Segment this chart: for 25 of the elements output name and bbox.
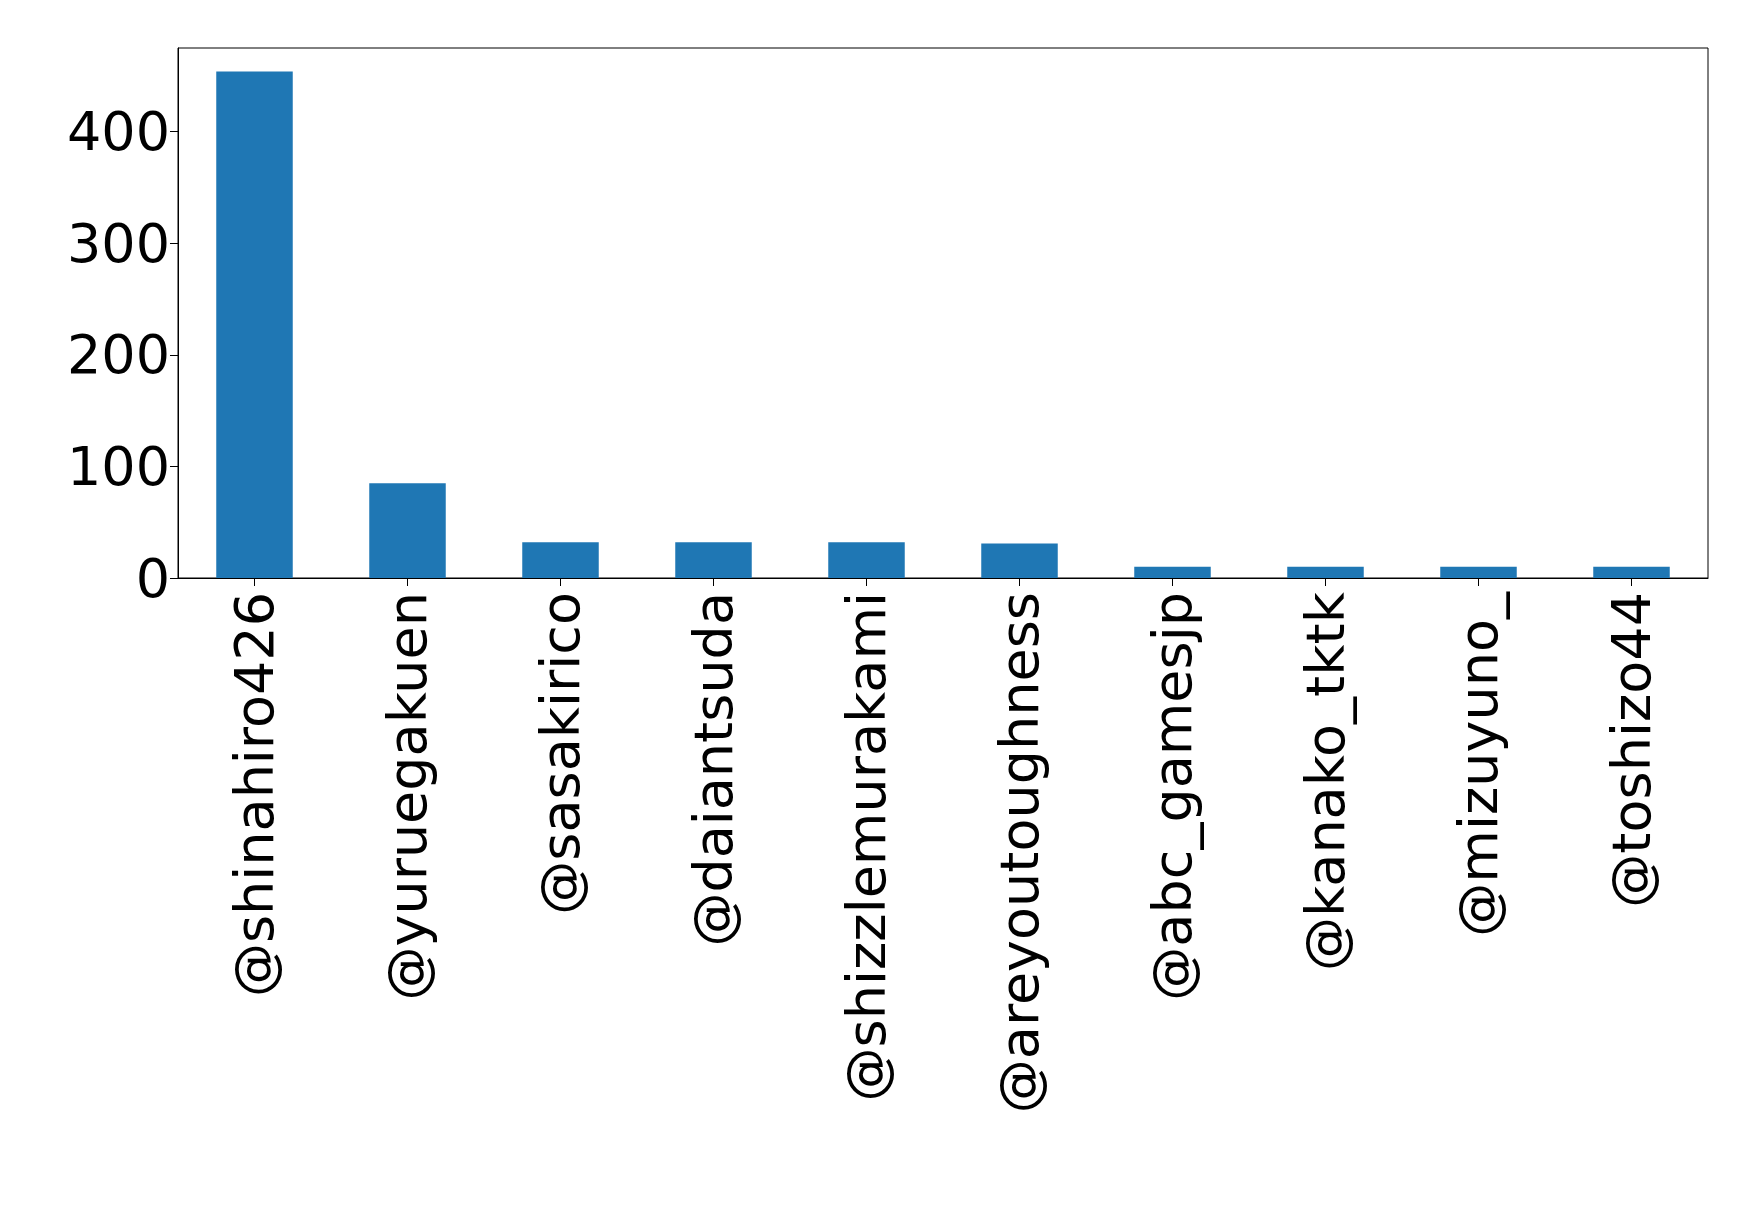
bar	[675, 542, 752, 578]
bar	[1134, 566, 1211, 578]
x-tick-label: @areyoutoughness	[988, 592, 1051, 1114]
bar	[828, 542, 905, 578]
bar	[369, 483, 446, 578]
y-tick-label: 200	[66, 323, 170, 387]
x-tick-label: @daiantsuda	[682, 592, 745, 947]
y-tick-label: 400	[66, 100, 170, 164]
x-tick-label: @mizuyuno_	[1447, 591, 1510, 937]
y-tick-label: 100	[66, 434, 170, 498]
x-tick-label: @kanako_tktk	[1294, 591, 1357, 972]
bar	[1593, 566, 1670, 578]
y-tick-label: 300	[66, 211, 170, 275]
x-tick-label: @shinahiro426	[223, 592, 286, 998]
bar	[522, 542, 599, 578]
x-tick-label: @shizzlemurakami	[835, 592, 898, 1102]
x-tick-label: @toshizo44	[1600, 592, 1663, 908]
bar	[216, 71, 293, 578]
bar	[1287, 566, 1364, 578]
x-tick-label: @sasakirico	[529, 592, 592, 915]
bar	[1440, 566, 1517, 578]
x-tick-label: @abc_gamesjp	[1141, 592, 1204, 1001]
y-tick-label: 0	[135, 546, 170, 610]
bar	[981, 543, 1058, 578]
x-tick-label: @yuruegakuen	[376, 592, 439, 1001]
